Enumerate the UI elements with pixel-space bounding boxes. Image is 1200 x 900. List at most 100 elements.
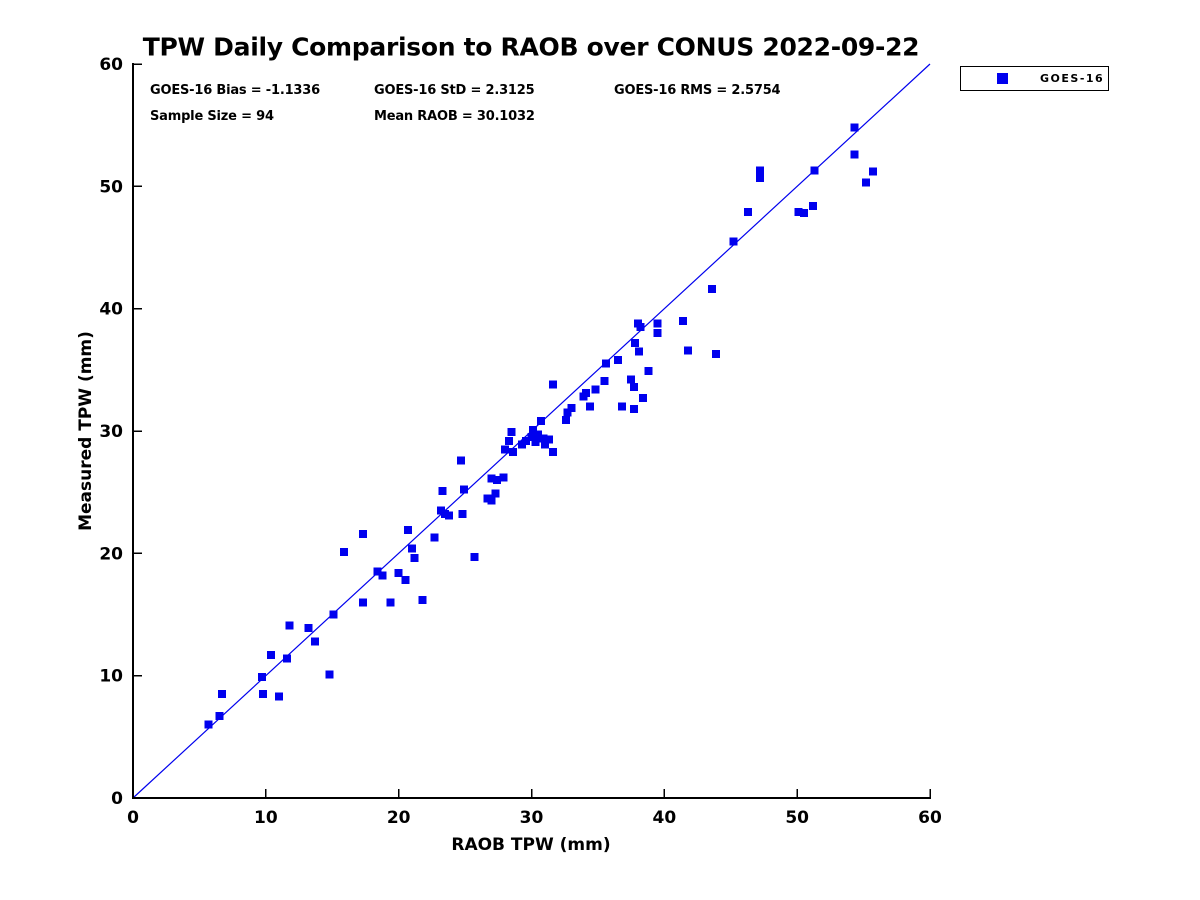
data-point-marker — [629, 382, 638, 391]
data-point-marker — [562, 415, 571, 424]
data-point-marker — [600, 376, 609, 385]
data-point-marker — [799, 209, 808, 218]
y-tick-label: 10 — [99, 667, 123, 687]
data-point-marker — [684, 346, 693, 355]
data-point-marker — [438, 486, 447, 495]
data-point-marker — [636, 323, 645, 332]
data-point-marker — [283, 654, 292, 663]
data-point-marker — [563, 408, 572, 417]
x-axis-label: RAOB TPW (mm) — [451, 835, 611, 855]
data-point-marker — [522, 436, 531, 445]
data-point-marker — [257, 672, 266, 681]
x-tick-label: 50 — [785, 808, 809, 828]
stat-rms: GOES-16 RMS = 2.5754 — [614, 83, 781, 98]
y-tick-label: 60 — [99, 55, 123, 75]
data-point-marker — [613, 356, 622, 365]
y-tick-label: 50 — [99, 177, 123, 197]
data-point-marker — [627, 375, 636, 384]
data-point-marker — [708, 285, 717, 294]
data-point-marker — [459, 485, 468, 494]
y-tick-label: 30 — [99, 422, 123, 442]
data-point-marker — [340, 548, 349, 557]
data-point-marker — [285, 621, 294, 630]
data-point-marker — [850, 150, 859, 159]
data-point-marker — [629, 404, 638, 413]
data-point-marker — [631, 338, 640, 347]
data-point-marker — [215, 712, 224, 721]
data-point-marker — [407, 544, 416, 553]
data-point-marker — [358, 529, 367, 538]
data-point-marker — [325, 670, 334, 679]
data-point-marker — [508, 447, 517, 456]
y-tick-label: 40 — [99, 300, 123, 320]
data-point-marker — [527, 433, 536, 442]
data-point-marker — [531, 438, 540, 447]
data-point-marker — [418, 595, 427, 604]
data-point-marker — [539, 434, 548, 443]
data-point-marker — [373, 567, 382, 576]
data-point-marker — [591, 385, 600, 394]
legend-square-marker-icon — [997, 73, 1008, 84]
data-point-marker — [310, 637, 319, 646]
data-point-marker — [868, 167, 877, 176]
x-tick-label: 60 — [918, 808, 942, 828]
stat-mean-raob: Mean RAOB = 30.1032 — [374, 109, 535, 124]
data-point-marker — [536, 417, 545, 426]
data-point-marker — [504, 436, 513, 445]
data-point-marker — [850, 123, 859, 132]
data-point-marker — [601, 359, 610, 368]
data-point-marker — [809, 201, 818, 210]
data-point-marker — [491, 489, 500, 498]
data-point-marker — [644, 367, 653, 376]
data-point-marker — [492, 475, 501, 484]
y-tick-label: 20 — [99, 544, 123, 564]
data-point-marker — [548, 380, 557, 389]
y-axis-label: Measured TPW (mm) — [76, 331, 96, 531]
data-point-marker — [458, 510, 467, 519]
data-point-marker — [544, 435, 553, 444]
data-point-marker — [653, 319, 662, 328]
data-point-marker — [548, 447, 557, 456]
y-tick-label: 0 — [111, 789, 123, 809]
data-point-marker — [755, 173, 764, 182]
x-tick-label: 0 — [127, 808, 139, 828]
x-tick-label: 10 — [254, 808, 278, 828]
stat-bias: GOES-16 Bias = -1.1336 — [150, 83, 320, 98]
data-point-marker — [500, 445, 509, 454]
data-point-marker — [653, 329, 662, 338]
data-point-marker — [567, 403, 576, 412]
data-point-marker — [304, 623, 313, 632]
data-point-marker — [678, 316, 687, 325]
x-tick-label: 30 — [520, 808, 544, 828]
data-point-marker — [403, 526, 412, 535]
data-point-marker — [410, 554, 419, 563]
data-point-marker — [755, 166, 764, 175]
data-point-marker — [217, 690, 226, 699]
data-point-marker — [204, 720, 213, 729]
data-point-marker — [744, 208, 753, 217]
data-point-marker — [810, 166, 819, 175]
data-point-marker — [639, 393, 648, 402]
chart-title: TPW Daily Comparison to RAOB over CONUS … — [142, 32, 920, 62]
data-point-marker — [585, 402, 594, 411]
data-point-marker — [712, 349, 721, 358]
data-point-marker — [401, 576, 410, 585]
stat-sample-size: Sample Size = 94 — [150, 109, 274, 124]
data-point-marker — [617, 402, 626, 411]
data-point-marker — [534, 430, 543, 439]
data-point-marker — [581, 389, 590, 398]
data-point-marker — [445, 511, 454, 520]
data-point-marker — [794, 208, 803, 217]
data-point-marker — [430, 533, 439, 542]
data-point-marker — [267, 650, 276, 659]
data-point-marker — [378, 571, 387, 580]
legend-label: GOES-16 — [1040, 72, 1105, 85]
data-point-marker — [487, 474, 496, 483]
data-point-marker — [358, 598, 367, 607]
data-point-marker — [394, 568, 403, 577]
data-point-marker — [635, 347, 644, 356]
legend: GOES-16 — [960, 66, 1109, 91]
data-point-marker — [540, 440, 549, 449]
